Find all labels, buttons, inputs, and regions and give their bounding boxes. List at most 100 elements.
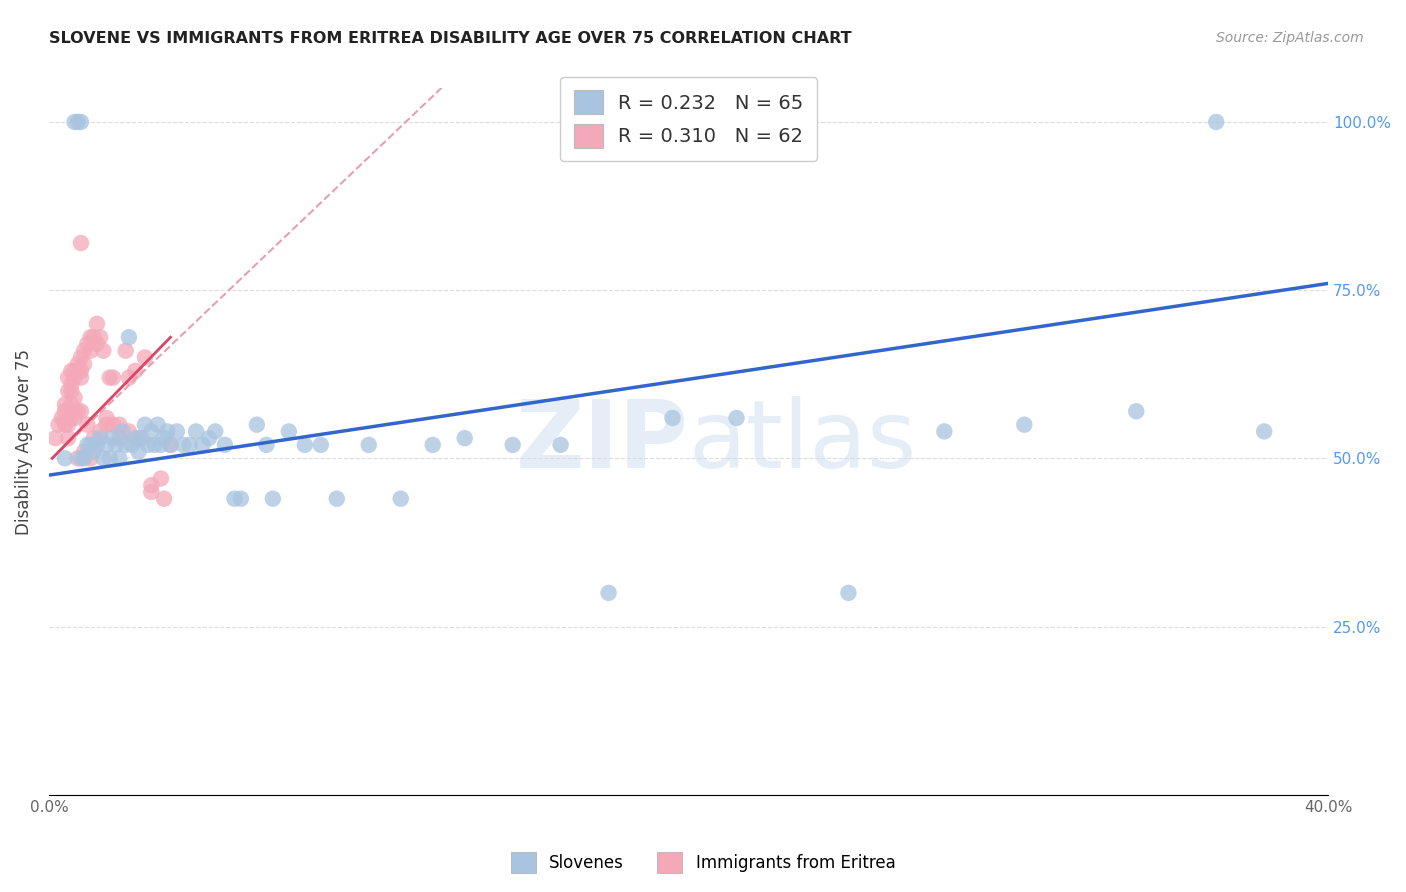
Point	[60, 364, 83, 378]
Point	[44, 431, 66, 445]
Point	[91, 451, 114, 466]
Point	[63, 391, 86, 405]
Point	[101, 431, 124, 445]
Point	[108, 431, 131, 445]
Point	[550, 438, 572, 452]
Point	[121, 438, 143, 452]
Point	[73, 343, 96, 358]
Point	[63, 370, 86, 384]
Point	[1253, 425, 1275, 439]
Point	[101, 370, 124, 384]
Point	[101, 417, 124, 432]
Point	[98, 451, 121, 466]
Point	[53, 451, 76, 466]
Point	[204, 425, 226, 439]
Text: SLOVENE VS IMMIGRANTS FROM ERITREA DISABILITY AGE OVER 75 CORRELATION CHART: SLOVENE VS IMMIGRANTS FROM ERITREA DISAB…	[49, 31, 852, 46]
Point	[108, 417, 131, 432]
Point	[118, 370, 141, 384]
Point	[63, 364, 86, 378]
Point	[86, 337, 108, 351]
Point	[837, 586, 859, 600]
Point	[111, 425, 134, 439]
Point	[128, 431, 150, 445]
Point	[156, 425, 179, 439]
Point	[70, 115, 93, 129]
Point	[1125, 404, 1147, 418]
Point	[108, 451, 131, 466]
Point	[141, 478, 163, 492]
Point	[725, 411, 748, 425]
Point	[63, 411, 86, 425]
Point	[502, 438, 524, 452]
Point	[934, 425, 956, 439]
Point	[76, 337, 98, 351]
Point	[136, 438, 159, 452]
Point	[214, 438, 236, 452]
Point	[83, 444, 105, 458]
Point	[1014, 417, 1036, 432]
Point	[153, 491, 176, 506]
Point	[86, 317, 108, 331]
Point	[66, 115, 89, 129]
Point	[179, 438, 201, 452]
Point	[48, 417, 70, 432]
Point	[118, 425, 141, 439]
Point	[60, 384, 83, 398]
Point	[53, 404, 76, 418]
Point	[53, 417, 76, 432]
Point	[70, 370, 93, 384]
Point	[326, 491, 349, 506]
Point	[134, 417, 156, 432]
Point	[60, 411, 83, 425]
Point	[66, 364, 89, 378]
Point	[51, 411, 73, 425]
Legend: Slovenes, Immigrants from Eritrea: Slovenes, Immigrants from Eritrea	[503, 846, 903, 880]
Point	[79, 343, 101, 358]
Point	[96, 411, 118, 425]
Point	[76, 438, 98, 452]
Point	[70, 364, 93, 378]
Point	[56, 417, 79, 432]
Point	[159, 438, 181, 452]
Text: ZIP: ZIP	[516, 395, 689, 488]
Point	[89, 425, 111, 439]
Text: atlas: atlas	[689, 395, 917, 488]
Point	[141, 425, 163, 439]
Point	[262, 491, 284, 506]
Point	[277, 425, 299, 439]
Point	[114, 343, 136, 358]
Point	[229, 491, 252, 506]
Point	[149, 438, 172, 452]
Point	[63, 115, 86, 129]
Y-axis label: Disability Age Over 75: Disability Age Over 75	[15, 349, 32, 534]
Point	[159, 438, 181, 452]
Point	[294, 438, 316, 452]
Point	[70, 235, 93, 250]
Point	[149, 471, 172, 485]
Point	[66, 357, 89, 371]
Point	[73, 451, 96, 466]
Point	[357, 438, 380, 452]
Point	[661, 411, 683, 425]
Point	[141, 485, 163, 500]
Point	[143, 438, 166, 452]
Point	[66, 404, 89, 418]
Point	[246, 417, 269, 432]
Point	[70, 351, 93, 365]
Point	[63, 404, 86, 418]
Point	[89, 431, 111, 445]
Point	[86, 438, 108, 452]
Point	[56, 384, 79, 398]
Point	[56, 370, 79, 384]
Point	[79, 451, 101, 466]
Legend: R = 0.232   N = 65, R = 0.310   N = 62: R = 0.232 N = 65, R = 0.310 N = 62	[560, 77, 817, 161]
Point	[56, 431, 79, 445]
Point	[60, 377, 83, 392]
Point	[134, 351, 156, 365]
Point	[254, 438, 277, 452]
Point	[114, 438, 136, 452]
Point	[66, 451, 89, 466]
Point	[70, 404, 93, 418]
Point	[131, 431, 153, 445]
Point	[73, 357, 96, 371]
